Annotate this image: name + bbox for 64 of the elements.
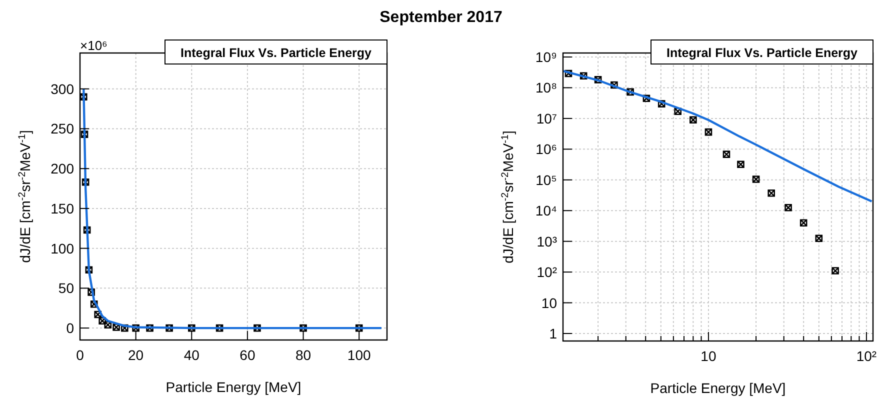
line-series	[82, 88, 383, 330]
chart-title: Integral Flux Vs. Particle Energy	[180, 46, 372, 60]
y-tick-label: 250	[50, 120, 74, 137]
point	[594, 76, 602, 84]
y-tick-label: 10⁷	[536, 110, 557, 126]
chart-title: Integral Flux Vs. Particle Energy	[666, 46, 858, 60]
point	[704, 128, 712, 136]
point	[784, 204, 792, 212]
point	[752, 176, 760, 183]
x-tick-label: 40	[184, 347, 200, 363]
y-tick-label: 10⁵	[536, 172, 557, 188]
y-tick-label: 10²	[536, 264, 558, 280]
point	[98, 317, 106, 325]
point	[564, 70, 572, 78]
point	[83, 226, 91, 234]
text: September 2017	[380, 9, 502, 26]
y-tick-label: 10⁴	[535, 202, 557, 219]
y-tick-label: 100	[50, 240, 74, 256]
point	[626, 88, 634, 96]
x-tick-label: 100	[347, 347, 371, 363]
y-tick-label: 10⁶	[536, 141, 557, 158]
x-tick-label: 80	[295, 347, 312, 363]
point	[80, 130, 88, 138]
y-tick-label: 1	[549, 326, 558, 342]
annotation: ×10⁶	[80, 38, 108, 53]
point	[658, 100, 666, 108]
point	[216, 324, 224, 332]
point	[800, 219, 808, 226]
point	[82, 178, 90, 186]
point	[94, 310, 102, 318]
x-tick-label: 10²	[856, 348, 877, 364]
point	[104, 321, 112, 329]
point	[121, 324, 128, 332]
y-tick-label: 10⁸	[536, 80, 558, 96]
point	[674, 108, 682, 116]
point	[768, 190, 775, 197]
point	[737, 160, 744, 168]
x-axis-title: Particle Energy [MeV]	[166, 379, 302, 395]
point	[580, 72, 588, 80]
y-tick-label: 50	[58, 280, 74, 296]
x-tick-label: 60	[240, 347, 256, 363]
x-tick-label: 10	[700, 348, 716, 364]
point	[112, 324, 120, 331]
point	[90, 300, 98, 308]
point	[85, 266, 93, 274]
point	[254, 324, 261, 332]
y-tick-label: 10³	[536, 233, 558, 250]
x-axis-title: Particle Energy [MeV]	[650, 380, 786, 396]
point	[832, 267, 839, 274]
x-tick-label: 20	[128, 347, 144, 363]
y-tick-label: 300	[50, 80, 74, 97]
point	[610, 81, 618, 89]
point	[166, 324, 173, 332]
y-tick-label: 0	[66, 320, 74, 336]
point	[690, 116, 697, 124]
y-tick-label: 200	[50, 160, 74, 177]
point	[146, 324, 154, 332]
x-tick-label: 0	[76, 347, 84, 363]
point	[815, 234, 823, 242]
y-tick-label: 10	[541, 294, 558, 311]
point	[642, 94, 650, 102]
y-tick-label: 150	[50, 200, 74, 216]
y-tick-label: 10⁹	[535, 49, 557, 66]
point	[80, 93, 88, 100]
